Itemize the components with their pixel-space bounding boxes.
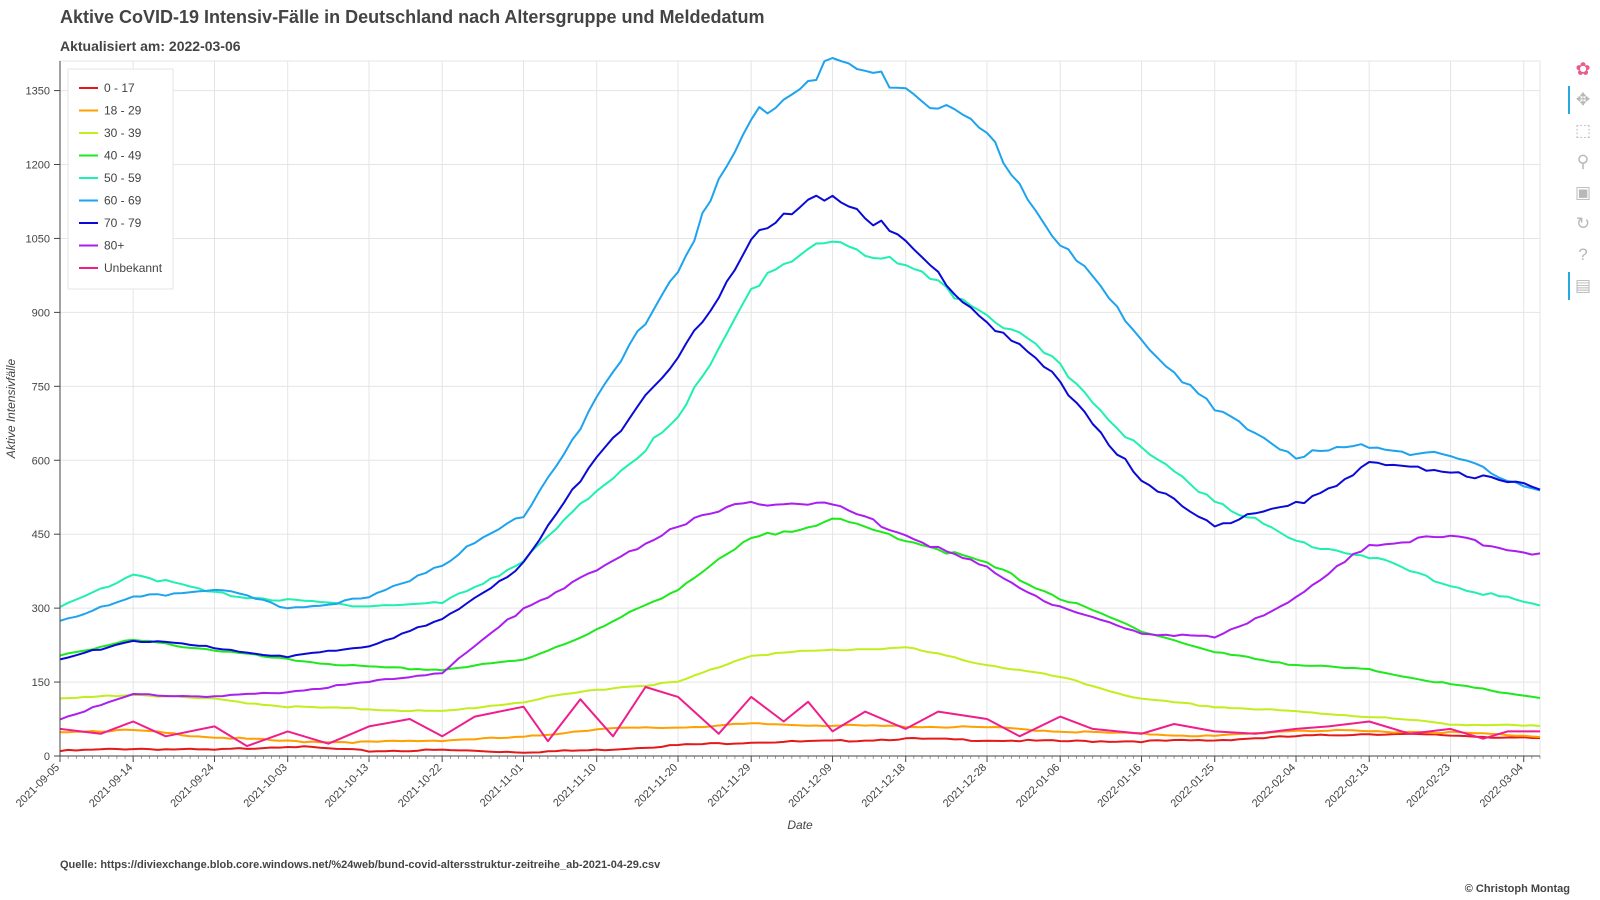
y-tick-label: 300	[32, 603, 50, 615]
legend-label: 30 - 39	[104, 126, 142, 140]
legend-label: 60 - 69	[104, 194, 142, 208]
save-icon[interactable]: ▣	[1574, 183, 1592, 202]
chart-toolbar: ✿ ✥ ⬚ ⚲ ▣ ↻? ▤	[1568, 58, 1595, 306]
pan-icon[interactable]: ✥	[1568, 86, 1594, 114]
x-tick-label: 2021-09-05	[14, 762, 62, 810]
x-tick-label: 2021-11-29	[706, 762, 754, 810]
y-tick-label: 1200	[26, 160, 50, 172]
bokeh-logo-icon: ✿	[1575, 58, 1591, 79]
x-tick-label: 2022-02-13	[1323, 762, 1371, 810]
series-line-60-69[interactable]	[59, 57, 1541, 622]
x-tick-label: 2022-02-23	[1404, 762, 1452, 810]
x-tick-label: 2022-02-04	[1250, 762, 1298, 810]
y-tick-label: 1050	[26, 233, 50, 245]
series-line-0-17[interactable]	[59, 732, 1541, 754]
series-line-40-49[interactable]	[59, 517, 1541, 699]
copyright-credit: © Christoph Montag	[1464, 883, 1570, 895]
chart-subtitle: Aktualisiert am: 2022-03-06	[60, 38, 241, 54]
y-tick-label: 600	[32, 455, 50, 467]
x-tick-label: 2021-09-24	[168, 762, 216, 810]
legend: 0 - 17 18 - 29 30 - 39 40 - 49 50 - 59 60 - 6…	[67, 68, 174, 290]
x-tick-label: 2021-11-01	[478, 762, 526, 810]
help-icon[interactable]: ?	[1578, 245, 1588, 264]
box-zoom-icon[interactable]: ⬚	[1574, 121, 1592, 140]
y-tick-label: 900	[32, 307, 50, 319]
series-line-80[interactable]	[59, 500, 1541, 721]
legend-label: 70 - 79	[104, 216, 142, 230]
series-lines	[59, 57, 1541, 754]
series-line-unbekannt[interactable]	[59, 686, 1540, 748]
x-tick-label: 2022-01-25	[1169, 762, 1217, 810]
series-line-70-79[interactable]	[59, 194, 1541, 661]
x-tick-label: 2021-10-22	[396, 762, 444, 810]
x-axis-label: Date	[787, 818, 813, 832]
x-tick-label: 2021-10-03	[242, 762, 290, 810]
y-tick-label: 450	[32, 529, 50, 541]
x-tick-label: 2021-09-14	[87, 762, 135, 810]
x-tick-label: 2021-12-09	[786, 762, 834, 810]
legend-label: 18 - 29	[104, 104, 142, 118]
legend-label: 40 - 49	[104, 149, 142, 163]
series-line-18-29[interactable]	[60, 722, 1541, 744]
legend-label: Unbekannt	[104, 261, 163, 275]
x-tick-label: 2022-01-06	[1014, 762, 1062, 810]
data-source-note: Quelle: https://diviexchange.blob.core.w…	[60, 859, 661, 871]
x-tick-label: 2022-01-16	[1095, 762, 1143, 810]
y-tick-label: 750	[32, 381, 50, 393]
legend-label: 50 - 59	[104, 171, 142, 185]
x-tick-label: 2021-12-18	[860, 762, 908, 810]
x-tick-label: 2021-11-20	[632, 762, 680, 810]
legend-label: 80+	[104, 239, 124, 253]
y-tick-label: 150	[32, 677, 50, 689]
reset-icon[interactable]: ↻	[1575, 214, 1591, 233]
legend-label: 0 - 17	[104, 81, 135, 95]
wheel-zoom-icon[interactable]: ⚲	[1576, 152, 1590, 171]
x-tick-label: 2021-10-13	[323, 762, 371, 810]
x-tick-label: 2022-03-04	[1478, 762, 1526, 810]
x-tick-label: 2021-12-28	[941, 762, 989, 810]
chart-title: Aktive CoVID-19 Intensiv-Fälle in Deutsc…	[60, 7, 765, 27]
axes: 0 150 300 450 600 750 900 1050 1200 1350 2021-09-0…	[4, 61, 1541, 832]
series-line-30-39[interactable]	[59, 646, 1541, 727]
series-line-50-59[interactable]	[59, 240, 1541, 608]
y-tick-label: 1350	[26, 86, 50, 98]
x-tick-label: 2021-11-10	[551, 762, 599, 810]
hover-icon[interactable]: ▤	[1568, 272, 1594, 300]
y-axis-label: Aktive Intensivfälle	[4, 358, 18, 459]
y-tick-label: 0	[44, 751, 50, 763]
